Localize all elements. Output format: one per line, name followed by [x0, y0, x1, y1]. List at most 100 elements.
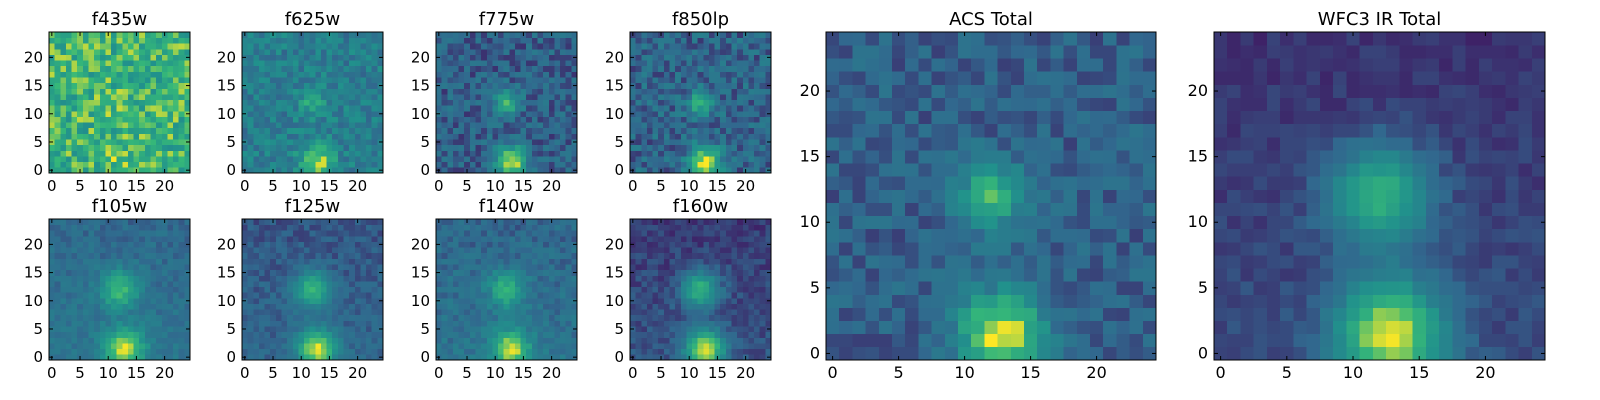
heatmap-cell	[759, 150, 766, 157]
heatmap-cell	[77, 314, 84, 321]
heatmap-cell	[184, 303, 191, 310]
heatmap-cell	[167, 65, 174, 72]
heatmap-cell	[139, 224, 146, 231]
heatmap-cell	[133, 275, 140, 282]
heatmap-cell	[88, 348, 95, 355]
heatmap-cell	[377, 343, 384, 350]
heatmap-cell	[526, 286, 533, 293]
heatmap-cell	[292, 252, 299, 259]
heatmap-cell	[686, 110, 693, 117]
heatmap-cell	[281, 219, 288, 225]
heatmap-cell	[105, 264, 112, 271]
heatmap-cell	[458, 326, 465, 333]
heatmap-cell	[173, 37, 180, 44]
heatmap-cell	[139, 60, 146, 67]
heatmap-cell	[167, 297, 174, 304]
heatmap-cell	[537, 331, 544, 338]
heatmap-cell	[520, 105, 527, 112]
heatmap-cell	[71, 292, 78, 299]
heatmap-cell	[765, 32, 772, 38]
heatmap-cell	[332, 82, 339, 89]
heatmap-cell	[161, 150, 168, 157]
heatmap-cell	[184, 37, 191, 44]
heatmap-cell	[759, 71, 766, 78]
heatmap-cell	[714, 82, 721, 89]
heatmap-cell	[258, 343, 265, 350]
heatmap-cell	[326, 133, 333, 140]
heatmap-cell	[247, 247, 254, 254]
heatmap-cell	[71, 139, 78, 146]
heatmap-cell	[281, 43, 288, 50]
heatmap-cell	[565, 297, 572, 304]
heatmap-cell	[105, 230, 112, 237]
heatmap-cell	[304, 54, 311, 61]
heatmap-cell	[133, 297, 140, 304]
heatmap-cell	[686, 60, 693, 67]
heatmap-cell	[686, 297, 693, 304]
heatmap-cell	[184, 32, 191, 38]
heatmap-cell	[537, 122, 544, 129]
heatmap-cell	[543, 150, 550, 157]
heatmap-cell	[88, 303, 95, 310]
heatmap-cell	[258, 77, 265, 84]
heatmap-cell	[742, 94, 749, 101]
heatmap-cell	[360, 286, 367, 293]
heatmap-cell	[754, 82, 761, 89]
heatmap-cell	[65, 264, 72, 271]
heatmap-cell	[686, 337, 693, 344]
heatmap-cell	[71, 269, 78, 276]
heatmap-cell	[77, 281, 84, 288]
heatmap-cell	[469, 219, 476, 225]
heatmap-cell	[708, 139, 715, 146]
heatmap-cell	[156, 32, 163, 38]
heatmap-cell	[247, 297, 254, 304]
heatmap-cell	[315, 144, 322, 151]
heatmap-cell	[447, 286, 454, 293]
heatmap-cell	[469, 264, 476, 271]
heatmap-cell	[652, 60, 659, 67]
heatmap-cell	[503, 303, 510, 310]
heatmap-cell	[60, 337, 67, 344]
heatmap-cell	[458, 224, 465, 231]
heatmap-cell	[560, 133, 567, 140]
heatmap-cell	[371, 247, 378, 254]
heatmap-cell	[258, 314, 265, 321]
heatmap-cell	[298, 258, 305, 265]
heatmap-cell	[133, 71, 140, 78]
heatmap-cell	[139, 343, 146, 350]
heatmap-cell	[326, 252, 333, 259]
heatmap-cell	[708, 275, 715, 282]
heatmap-cell	[452, 264, 459, 271]
heatmap-cell	[326, 286, 333, 293]
heatmap-cell	[133, 309, 140, 316]
heatmap-cell	[105, 127, 112, 134]
heatmap-cell	[167, 110, 174, 117]
heatmap-cell	[498, 297, 505, 304]
heatmap-cell	[697, 161, 704, 168]
heatmap-cell	[714, 127, 721, 134]
heatmap-cell	[258, 219, 265, 225]
heatmap-cell	[337, 156, 344, 163]
heatmap-cell	[111, 331, 118, 338]
heatmap-cell	[680, 94, 687, 101]
heatmap-cell	[714, 65, 721, 72]
heatmap-cell	[498, 82, 505, 89]
heatmap-cell	[77, 264, 84, 271]
heatmap-cell	[371, 65, 378, 72]
heatmap-cell	[54, 161, 61, 168]
heatmap-cell	[275, 122, 282, 129]
heatmap-cell	[703, 37, 710, 44]
heatmap-cell	[509, 247, 516, 254]
heatmap-cell	[447, 337, 454, 344]
heatmap-cell	[270, 292, 277, 299]
y-tick-label: 10	[217, 292, 236, 310]
heatmap-cell	[167, 32, 174, 38]
heatmap-cell	[156, 48, 163, 55]
heatmap-cell	[133, 116, 140, 123]
heatmap-cell	[503, 292, 510, 299]
heatmap-cell	[675, 60, 682, 67]
y-tick-label: 10	[24, 105, 43, 123]
heatmap-cell	[264, 167, 271, 174]
heatmap-cell	[270, 144, 277, 151]
heatmap-cell	[714, 122, 721, 129]
